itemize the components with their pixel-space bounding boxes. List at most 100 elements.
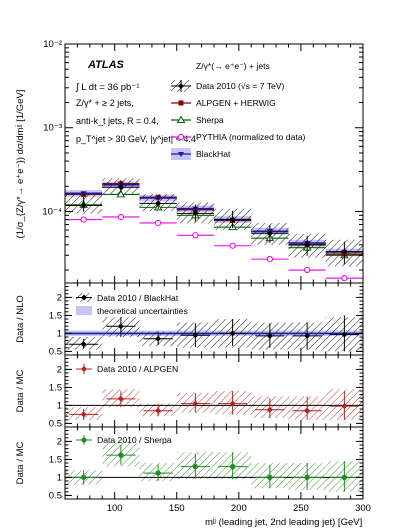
ratio-point — [229, 400, 236, 407]
selection-line-1: Z/γ* + ≥ 2 jets, — [76, 98, 134, 108]
ratio-ytick-label: 1 — [57, 400, 62, 411]
ratio-ytick-label: 1 — [57, 472, 62, 483]
ratio-point — [80, 341, 87, 348]
r2-legend-marker — [81, 437, 87, 443]
pythia-point — [155, 219, 162, 227]
main-marks — [65, 178, 363, 282]
selection-line-3: p_T^jet > 30 GeV, |y^jet| < 4.4 — [76, 134, 196, 144]
r0-legend-label: Data 2010 / BlackHat — [97, 293, 179, 303]
ratio-blackhat-y-label: Data / NLO — [15, 295, 26, 343]
ratio-panel-blackhat: 0.5 1 1.5 2 Data 2010 / BlackHat theoretica… — [49, 282, 364, 357]
legend-alpgen-label: ALPGEN + HERWIG — [196, 98, 276, 108]
ratio-sherpa-y-label: Data / MC — [15, 441, 26, 484]
pythia-point — [80, 216, 87, 223]
ratio-ytick-label: 1.5 — [49, 454, 62, 465]
ratio-point — [80, 411, 87, 418]
ratio-sherpa-marks — [65, 443, 363, 492]
legend-pythia-label: PYTHIA (normalized to data) — [196, 132, 306, 142]
ratio-point — [118, 452, 124, 458]
legend-blackhat-marker — [178, 152, 184, 157]
ratio-point — [117, 323, 124, 330]
data-point — [341, 248, 348, 255]
ratio-point — [229, 330, 236, 337]
ratio-ytick-label: 2 — [57, 436, 62, 447]
ratio-point — [341, 403, 348, 410]
ratio-point — [192, 332, 199, 339]
ratio-ytick-label: 2 — [57, 364, 62, 375]
x-tick-label: 250 — [293, 503, 309, 514]
data-point — [192, 210, 199, 217]
ratio-ytick-label: 2 — [57, 292, 62, 303]
ratio-ytick-label: 1.5 — [49, 382, 62, 393]
ratio-point — [80, 474, 87, 481]
pythia-point — [266, 256, 273, 263]
ratio-ytick-label: 1 — [57, 328, 62, 339]
ratio-point — [266, 406, 273, 413]
legend-alpgen-marker — [178, 100, 184, 106]
ratio-point — [155, 407, 162, 414]
atlas-label: ATLAS — [87, 59, 125, 71]
main-panel: 10⁻² 10⁻³ 10⁻⁴ ATLAS ∫ L dt = 36 pb⁻¹ Z/γ*… — [42, 39, 364, 284]
ratio-ytick-label: 0.5 — [49, 418, 62, 429]
ratio-panel-alpgen: 0.5 1 1.5 2 Data 2010 / ALPGEN — [49, 354, 364, 429]
lumi-label: ∫ L dt = 36 pb⁻¹ — [75, 82, 140, 93]
ratio-ytick-label: 0.5 — [49, 346, 62, 357]
ratio-point — [192, 463, 199, 470]
ratio-sherpa-legend: Data 2010 / Sherpa — [76, 435, 172, 445]
legend-data-marker — [178, 83, 184, 89]
r0-legend-theory-band — [76, 306, 92, 315]
ratio-point — [341, 331, 348, 338]
ratio-ytick-label: 1.5 — [49, 310, 62, 321]
legend-blackhat-label: BlackHat — [196, 149, 231, 159]
main-y-axis-label: (1/σ_{Z/γ*→ e⁺e⁻}) dσ/dmʲʲ [1/GeV] — [15, 90, 26, 239]
ratio-alpgen-marks — [65, 389, 363, 420]
pythia-point — [117, 213, 124, 221]
pythia-point — [229, 242, 236, 249]
ratio-point — [304, 332, 311, 339]
main-ytick-label: 10⁻³ — [43, 123, 62, 134]
x-tick-label: 300 — [355, 503, 371, 514]
pythia-point — [304, 266, 311, 274]
main-ytick-label: 10⁻² — [43, 39, 62, 50]
x-tick-labels: 100 150 200 250 300 — [76, 44, 371, 514]
x-tick-label: 150 — [169, 503, 185, 514]
r1-legend-label: Data 2010 / ALPGEN — [97, 364, 178, 374]
ratio-point — [192, 400, 199, 407]
ratio-point — [117, 395, 124, 402]
ratio-sherpa-y-ticks: 0.5 1 1.5 2 — [49, 430, 363, 501]
ratio-alpgen-y-ticks: 0.5 1 1.5 2 — [49, 358, 363, 429]
data-point — [117, 184, 124, 191]
ratio-alpgen-legend: Data 2010 / ALPGEN — [76, 364, 178, 374]
legend-sherpa-label: Sherpa — [196, 115, 224, 125]
ratio-point — [341, 474, 348, 481]
r2-legend-label: Data 2010 / Sherpa — [97, 435, 172, 445]
x-tick-label: 100 — [107, 503, 123, 514]
ratio-panel-sherpa: 0.5 1 1.5 2 Data 2010 / Sherpa — [49, 426, 364, 501]
legend-sherpa-marker — [176, 115, 186, 123]
ratio-alpgen-y-label: Data / MC — [15, 369, 26, 412]
legend-pythia-marker — [177, 133, 185, 141]
legend-entry-data: Data 2010 (√s = 7 TeV) — [171, 80, 285, 92]
ratio-blackhat-legend: Data 2010 / BlackHat theoretical uncerta… — [76, 293, 188, 316]
r0-legend-theory-label: theoretical uncertainties — [97, 306, 188, 316]
data-point — [155, 200, 162, 207]
ratio-point — [155, 470, 161, 476]
legend-entry-blackhat: BlackHat — [171, 148, 231, 160]
legend-entry-pythia: PYTHIA (normalized to data) — [171, 132, 306, 142]
x-axis-label: mʲʲ (leading jet, 2nd leading jet) [GeV] — [205, 517, 362, 528]
main-legend: Z/γ*(→ e⁺e⁻) + jets Data 2010 (√s = 7 Te… — [171, 61, 306, 160]
legend-entry-alpgen: ALPGEN + HERWIG — [171, 98, 276, 108]
main-y-ticks: 10⁻² 10⁻³ 10⁻⁴ — [42, 39, 363, 271]
ratio-ytick-label: 0.5 — [49, 490, 62, 501]
r0-legend-marker — [81, 294, 87, 301]
ratio-blackhat-y-ticks: 0.5 1 1.5 2 — [49, 286, 363, 357]
sherpa-point — [116, 189, 126, 198]
main-ytick-label: 10⁻⁴ — [42, 206, 62, 217]
main-annotation: ATLAS ∫ L dt = 36 pb⁻¹ Z/γ* + ≥ 2 jets, … — [75, 59, 196, 144]
legend-data-label: Data 2010 (√s = 7 TeV) — [196, 81, 285, 91]
r1-legend-marker — [81, 366, 87, 372]
blackhat-point — [80, 191, 87, 197]
ratio-point — [304, 407, 311, 414]
legend-entry-sherpa: Sherpa — [171, 115, 224, 125]
